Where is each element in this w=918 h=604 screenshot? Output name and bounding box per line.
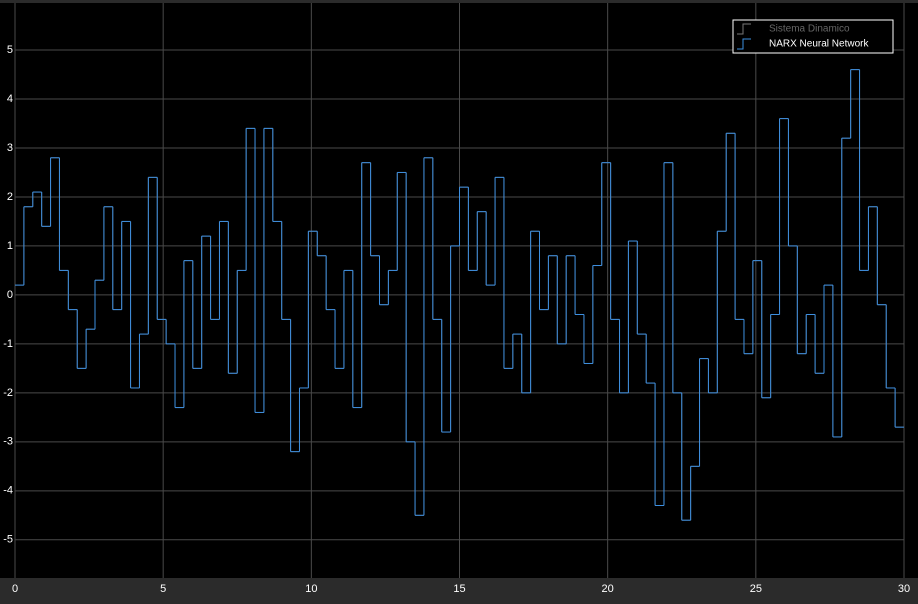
x-tick-label: 0 (12, 583, 18, 595)
y-tick-label: -5 (3, 534, 13, 546)
legend-swatch (737, 23, 751, 35)
y-tick-label: 0 (7, 289, 13, 301)
x-tick-label: 5 (160, 583, 166, 595)
legend-label: Sistema Dinamico (769, 24, 850, 35)
y-tick-label: -3 (3, 436, 13, 448)
y-tick-label: -4 (3, 485, 13, 497)
legend: Sistema Dinamico NARX Neural Network (732, 19, 894, 54)
legend-label: NARX Neural Network (769, 39, 869, 50)
x-tick-label: 25 (750, 583, 762, 595)
x-tick-label: 15 (453, 583, 465, 595)
y-tick-label: 4 (7, 93, 13, 105)
y-tick-label: 5 (7, 44, 13, 56)
series (15, 69, 904, 521)
y-tick-label: -1 (3, 338, 13, 350)
y-tick-label: 3 (7, 142, 13, 154)
x-tick-label: 10 (305, 583, 317, 595)
x-tick-label: 20 (602, 583, 614, 595)
y-tick-label: 2 (7, 191, 13, 203)
x-tick-label: 30 (898, 583, 910, 595)
legend-swatch (737, 38, 751, 50)
legend-box (732, 19, 894, 54)
y-tick-label: -2 (3, 387, 13, 399)
y-tick-label: 1 (7, 240, 13, 252)
